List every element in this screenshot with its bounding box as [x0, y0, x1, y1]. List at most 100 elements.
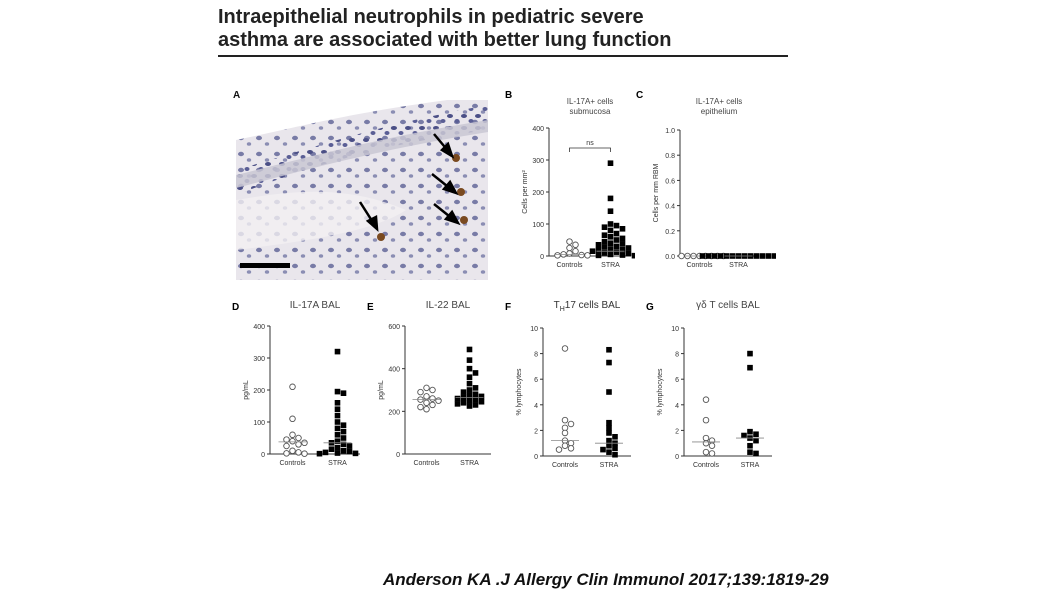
data-point-stra	[607, 160, 614, 166]
data-point-stra	[472, 385, 479, 391]
data-point-stra	[601, 224, 608, 230]
chart-title: epithelium	[701, 107, 738, 116]
data-point-stra	[612, 445, 618, 452]
data-point-stra	[466, 392, 473, 399]
data-point-stra	[606, 442, 612, 449]
citation: Anderson KA .J Allergy Clin Immunol 2017…	[383, 570, 829, 589]
x-tick-label: STRA	[729, 262, 748, 269]
data-point-stra	[607, 195, 614, 202]
chart-title: γδ T cells BAL	[696, 300, 760, 311]
data-point-stra	[625, 250, 632, 257]
y-tick-label: 600	[388, 324, 400, 331]
panel-letter: E	[367, 302, 374, 313]
y-tick-label: 0.8	[665, 153, 675, 160]
data-point-stra	[334, 425, 341, 432]
y-tick-label: 4	[534, 403, 538, 410]
data-point-stra	[334, 388, 341, 395]
data-point-stra	[460, 389, 467, 395]
data-point-stra	[334, 419, 341, 425]
x-tick-label: Controls	[552, 462, 579, 469]
y-tick-label: 10	[671, 326, 679, 333]
data-point-stra	[466, 380, 473, 387]
data-point-stra	[478, 393, 485, 400]
data-point-control	[702, 448, 710, 456]
data-point-stra	[747, 350, 753, 357]
data-point-stra	[334, 450, 341, 456]
data-point-stra	[466, 346, 473, 353]
data-point-stra	[613, 237, 620, 243]
data-point-stra	[472, 391, 479, 398]
y-tick-label: 300	[253, 356, 265, 363]
data-point-control	[417, 388, 424, 396]
data-point-stra	[606, 430, 612, 436]
data-point-control	[295, 449, 302, 456]
data-point-stra	[631, 252, 638, 259]
data-point-control	[289, 415, 296, 423]
chart-title: TH17 cells BAL	[554, 300, 621, 313]
data-point-stra	[613, 222, 620, 229]
data-point-stra	[747, 449, 753, 455]
data-point-stra	[625, 245, 632, 251]
data-point-stra	[619, 252, 626, 258]
data-point-control	[283, 436, 290, 443]
y-axis-label: pg/mL	[243, 380, 250, 400]
data-point-control	[578, 251, 585, 259]
panel-a-letter: A	[233, 90, 241, 101]
y-axis-label: % lymphocytes	[516, 368, 523, 416]
panel-letter: F	[505, 302, 511, 313]
data-point-control	[561, 416, 569, 424]
data-point-stra	[699, 253, 706, 259]
data-point-control	[702, 416, 710, 424]
micrograph-image	[236, 100, 488, 280]
y-tick-label: 1.0	[665, 128, 675, 135]
y-tick-label: 4	[675, 403, 679, 410]
y-tick-label: 0.2	[665, 229, 675, 236]
data-point-control	[283, 442, 290, 450]
data-point-control	[429, 401, 436, 409]
data-point-stra	[601, 232, 608, 238]
data-point-stra	[753, 253, 760, 259]
data-point-stra	[606, 425, 612, 431]
y-tick-label: 100	[253, 420, 265, 427]
data-point-control	[555, 446, 563, 453]
data-point-control	[295, 441, 302, 448]
data-point-control	[561, 429, 569, 437]
y-tick-label: 8	[534, 352, 538, 359]
chart-title: IL-17A BAL	[290, 300, 341, 311]
y-tick-label: 200	[388, 409, 400, 416]
data-point-stra	[613, 249, 620, 255]
data-point-stra	[619, 235, 626, 242]
data-point-stra	[612, 434, 618, 440]
data-point-stra	[601, 250, 608, 256]
significance-label: ns	[586, 140, 594, 147]
data-point-stra	[613, 243, 620, 250]
data-point-control	[289, 437, 296, 445]
data-point-stra	[619, 246, 626, 253]
y-tick-label: 0	[261, 452, 265, 459]
y-tick-label: 8	[675, 352, 679, 359]
data-point-stra	[466, 403, 473, 409]
data-point-stra	[600, 446, 606, 453]
panel-letter: C	[636, 90, 643, 101]
data-point-control	[423, 384, 430, 392]
data-point-control	[423, 393, 430, 400]
data-point-stra	[607, 221, 614, 227]
data-point-stra	[472, 402, 479, 408]
data-point-stra	[340, 435, 347, 441]
data-point-stra	[606, 449, 612, 455]
slide-title: Intraepithelial neutrophils in pediatric…	[218, 6, 788, 57]
significance-bracket	[569, 147, 611, 152]
data-point-stra	[454, 401, 461, 407]
data-point-stra	[771, 253, 778, 259]
data-point-stra	[601, 238, 608, 245]
data-point-stra	[619, 226, 626, 232]
chart-svg: E IL-22 BAL 0 200 400 600 pg/mL Controls STRA	[367, 300, 491, 467]
panel-letter: G	[646, 302, 654, 313]
data-point-control	[423, 405, 430, 413]
y-tick-label: 2	[675, 428, 679, 435]
data-point-stra	[466, 374, 473, 380]
data-point-stra	[346, 443, 353, 449]
